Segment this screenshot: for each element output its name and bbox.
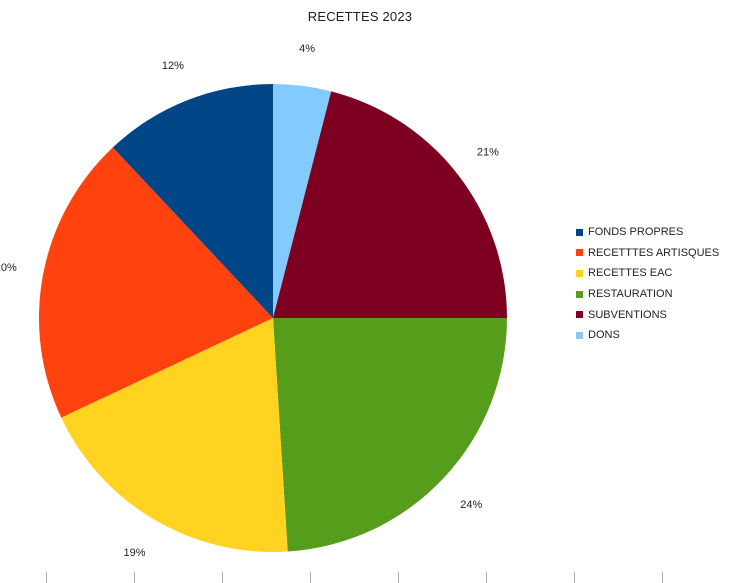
legend-swatch bbox=[576, 290, 583, 298]
pie-slice-subventions bbox=[273, 91, 508, 318]
legend-item: RESTAURATION bbox=[576, 284, 719, 305]
pie-label-dons: 4% bbox=[299, 43, 315, 55]
legend-label: RESTAURATION bbox=[588, 288, 673, 301]
legend: FONDS PROPRES RECETTTES ARTISQUES RECETTES… bbox=[576, 222, 719, 346]
legend-label: DONS bbox=[588, 329, 620, 342]
legend-label: SUBVENTIONS bbox=[588, 308, 667, 321]
pie-slices bbox=[39, 84, 508, 553]
axis-tick bbox=[574, 572, 575, 583]
bottom-axis-ticks bbox=[0, 572, 755, 583]
legend-item: RECETTTES ARTISQUES bbox=[576, 243, 719, 264]
pie-label-recettes-eac: 19% bbox=[123, 547, 145, 559]
legend-swatch bbox=[576, 269, 583, 277]
legend-swatch bbox=[576, 311, 583, 319]
axis-tick bbox=[662, 572, 663, 583]
pie-label-fonds-propres: 12% bbox=[162, 60, 184, 72]
legend-swatch bbox=[576, 249, 583, 257]
legend-item: FONDS PROPRES bbox=[576, 222, 719, 243]
legend-item: RECETTES EAC bbox=[576, 263, 719, 284]
legend-swatch bbox=[576, 331, 583, 339]
legend-label: FONDS PROPRES bbox=[588, 226, 684, 239]
pie-slice-recettes-eac bbox=[61, 318, 288, 553]
legend-item: DONS bbox=[576, 325, 719, 346]
pie-percent-labels: 4% 21% 24% 19% 20% 12% bbox=[0, 43, 499, 559]
pie-label-subventions: 21% bbox=[477, 146, 499, 158]
axis-tick bbox=[46, 572, 47, 583]
legend-label: RECETTTES ARTISQUES bbox=[588, 246, 720, 259]
axis-tick bbox=[310, 572, 311, 583]
pie-label-restauration: 24% bbox=[460, 499, 482, 511]
pie-slice-dons bbox=[273, 84, 332, 318]
axis-tick bbox=[398, 572, 399, 583]
chart-title: RECETTES 2023 bbox=[307, 9, 413, 24]
axis-tick bbox=[134, 572, 135, 583]
legend-label: RECETTES EAC bbox=[588, 267, 673, 280]
legend-swatch bbox=[576, 228, 583, 236]
pie-slice-recetttes-artisques bbox=[39, 147, 273, 418]
axis-tick bbox=[486, 572, 487, 583]
pie-slice-fonds-propres bbox=[112, 84, 273, 318]
axis-tick bbox=[222, 572, 223, 583]
pie-label-recetttes-artisques: 20% bbox=[0, 262, 17, 274]
legend-item: SUBVENTIONS bbox=[576, 304, 719, 325]
pie-slice-restauration bbox=[273, 318, 507, 552]
